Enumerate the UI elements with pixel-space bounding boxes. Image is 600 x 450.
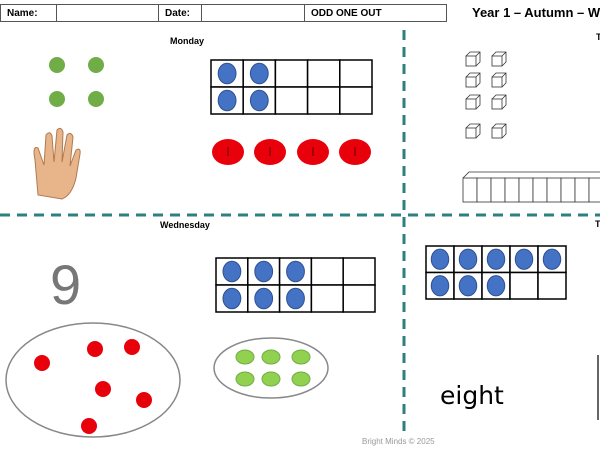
wednesday-ten-frame-dot [254, 287, 274, 310]
unit-cube [465, 98, 477, 110]
wednesday-ten-frame-cell [310, 257, 344, 286]
wednesday-ten-frame-dot [286, 260, 305, 283]
right-ten-frame-dot [486, 275, 506, 297]
unit-cube [491, 76, 503, 88]
right-ten-frame-dot [514, 248, 534, 270]
unit-cube [465, 127, 477, 139]
unit-cube-edge [491, 123, 507, 139]
wednesday-label: Wednesday [160, 220, 210, 230]
right-ten-frame-dot [458, 248, 478, 270]
unit-title: Year 1 – Autumn – W [472, 5, 600, 20]
hand-icon [33, 127, 81, 200]
date-field[interactable] [202, 5, 305, 21]
red-dot [34, 355, 50, 371]
monday-ten-frame-dot [217, 62, 237, 85]
right-ten-frame-cell [537, 271, 567, 300]
light-green-dot [291, 349, 311, 365]
unit-cube-edge [491, 72, 507, 88]
large-oval [5, 322, 181, 438]
ten-stick-cube [518, 177, 534, 203]
unit-cube-edge [465, 72, 481, 88]
unit-cube [465, 55, 477, 67]
monday-ten-frame-cell [306, 59, 341, 88]
light-green-dot [235, 349, 255, 365]
wednesday-ten-frame-dot [222, 260, 242, 283]
monday-ten-frame-cell [274, 86, 309, 115]
right-ten-frame-dot [486, 248, 506, 270]
ten-stick-cube [574, 177, 590, 203]
ten-stick-cube [560, 177, 576, 203]
right-ten-frame-dot [542, 248, 562, 270]
red-dot [81, 418, 97, 434]
red-dot [136, 392, 152, 408]
numeral-nine: 9 [50, 253, 82, 316]
copyright: Bright Minds © 2025 [362, 437, 435, 446]
unit-cube [491, 127, 503, 139]
monday-label: Monday [170, 36, 205, 46]
unit-cube-edge [491, 51, 507, 67]
red-dot [87, 341, 103, 357]
right-ten-frame-cell [509, 271, 539, 300]
wednesday-ten-frame-dot [254, 260, 274, 283]
green-dot [49, 91, 65, 107]
right-ten-frame-dot [430, 275, 450, 297]
ten-stick-cube [462, 177, 478, 203]
wednesday-ten-frame-cell [310, 284, 344, 313]
name-field[interactable] [57, 5, 159, 21]
wednesday-ten-frame-cell [342, 284, 376, 313]
unit-cube [491, 98, 503, 110]
light-green-dot [261, 371, 281, 387]
monday-ten-frame-cell [339, 59, 373, 88]
monday-ten-frame-dot [249, 62, 269, 85]
unit-cube-edge [491, 94, 507, 110]
green-dot [88, 57, 104, 73]
right-bottom-label: T [595, 219, 600, 229]
wednesday-ten-frame-dot [286, 287, 305, 310]
red-dot [124, 339, 140, 355]
monday-ten-frame-dot [249, 89, 269, 112]
wednesday-ten-frame-cell [342, 257, 376, 286]
green-dot [88, 91, 104, 107]
light-green-dot [291, 371, 311, 387]
light-green-dot [235, 371, 255, 387]
ten-stick-cube [490, 177, 506, 203]
green-dot [49, 57, 65, 73]
light-green-dot [261, 349, 281, 365]
ten-stick-cube [532, 177, 548, 203]
ten-stick-cube [476, 177, 492, 203]
name-label: Name: [1, 5, 57, 21]
ten-stick-cube [588, 177, 600, 203]
ten-stick-top [462, 171, 600, 179]
monday-ten-frame-cell [339, 86, 373, 115]
monday-ten-frame-cell [306, 86, 341, 115]
wednesday-ten-frame-dot [222, 287, 242, 310]
number-word: eight [440, 381, 504, 410]
right-top-label: T [596, 32, 600, 42]
red-dot [95, 381, 111, 397]
unit-cube-edge [465, 94, 481, 110]
unit-cube [465, 76, 477, 88]
unit-cube [491, 55, 503, 67]
ten-stick-cube [546, 177, 562, 203]
date-label: Date: [159, 5, 202, 21]
right-ten-frame-dot [458, 275, 478, 297]
right-ten-frame-dot [430, 248, 450, 270]
worksheet-title: ODD ONE OUT [311, 8, 382, 19]
unit-cube-edge [465, 123, 481, 139]
unit-cube-edge [465, 51, 481, 67]
monday-ten-frame-cell [274, 59, 309, 88]
small-oval [213, 337, 329, 399]
header-table: Name: Date: ODD ONE OUT [0, 4, 447, 22]
monday-ten-frame-dot [217, 89, 237, 112]
ten-stick-cube [504, 177, 520, 203]
